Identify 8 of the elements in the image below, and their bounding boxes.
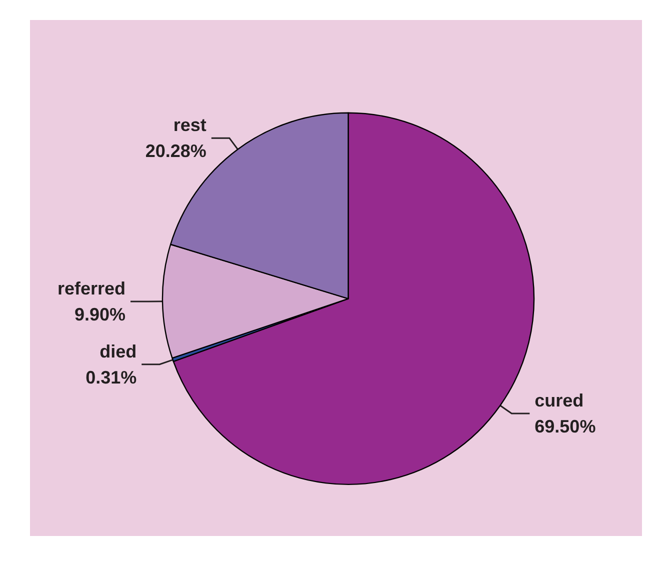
data-label: 20.28% — [145, 141, 206, 162]
slice-label: referred — [57, 278, 126, 299]
slice-label: died — [100, 341, 137, 362]
data-label: 9.90% — [74, 304, 126, 325]
slice-label: cured — [534, 390, 584, 411]
slice-label: rest — [173, 115, 206, 136]
data-label: 0.31% — [86, 367, 137, 388]
data-label: 69.50% — [534, 416, 596, 437]
